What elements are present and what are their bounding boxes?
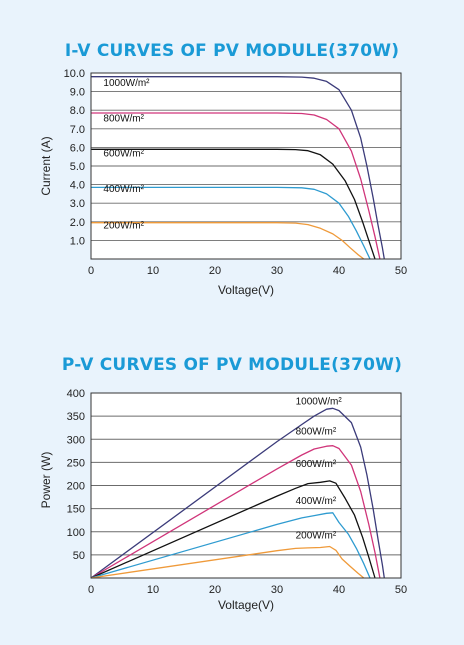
iv-series-label-4: 200W/m² (103, 220, 144, 231)
pv-x-tick-label: 30 (271, 584, 283, 596)
pv-series-line-3 (90, 512, 371, 579)
pv-series-label-4: 200W/m² (296, 531, 337, 542)
iv-y-tick-label: 2.0 (70, 217, 85, 229)
iv-y-tick-label: 9.0 (70, 87, 85, 99)
pv-x-axis-label: Voltage(V) (218, 598, 274, 612)
iv-series-label-0: 1000W/m² (103, 78, 150, 89)
iv-plot-frame (90, 72, 402, 260)
iv-chart-title: I-V CURVES OF PV MODULE(370W) (64, 41, 400, 61)
pv-y-tick-label: 300 (67, 434, 85, 446)
pv-y-tick-label: 350 (67, 411, 85, 423)
iv-series-label-2: 600W/m² (103, 149, 144, 160)
pv-series-label-2: 600W/m² (296, 459, 337, 470)
pv-chart-title: P-V CURVES OF PV MODULE(370W) (61, 355, 403, 375)
pv-y-tick-label: 400 (67, 388, 85, 400)
iv-series-label-3: 400W/m² (103, 184, 144, 195)
iv-x-tick-label: 10 (147, 265, 159, 277)
iv-x-tick-label: 30 (271, 265, 283, 277)
pv-x-tick-label: 0 (88, 584, 94, 596)
iv-y-tick-label: 1.0 (70, 235, 85, 247)
iv-y-tick-label: 7.0 (70, 124, 85, 136)
pv-y-tick-label: 250 (67, 457, 85, 469)
pv-chart: 50 100 150 200 250 300 350 400 0 10 20 30 40 50 1000W/… (39, 388, 407, 612)
iv-series-line-1 (91, 112, 381, 260)
iv-x-axis-label: Voltage(V) (218, 283, 274, 297)
pv-x-tick-label: 20 (209, 584, 221, 596)
iv-y-tick-label: 4.0 (70, 180, 85, 192)
pv-series-line-4 (90, 545, 365, 579)
pv-y-tick-label: 150 (67, 504, 85, 516)
iv-chart: 1.0 2.0 3.0 4.0 5.0 6.0 7.0 8.0 9.0 10.0 0 10 20 30 40… (39, 68, 407, 297)
pv-series-label-1: 800W/m² (296, 427, 337, 438)
pv-series-label-0: 1000W/m² (296, 397, 343, 408)
iv-x-tick-label: 40 (333, 265, 345, 277)
pv-x-tick-label: 40 (333, 584, 345, 596)
pv-y-tick-label: 50 (73, 550, 85, 562)
pv-x-tick-label: 50 (395, 584, 407, 596)
iv-x-tick-label: 0 (88, 265, 94, 277)
pv-plot-frame (90, 392, 402, 579)
iv-x-tick-label: 50 (395, 265, 407, 277)
iv-series-line-0 (91, 76, 385, 260)
pv-series-line-0 (90, 407, 385, 579)
iv-y-tick-label: 8.0 (70, 105, 85, 117)
iv-series-line-2 (91, 148, 376, 260)
pv-y-tick-label: 100 (67, 527, 85, 539)
iv-y-tick-label: 3.0 (70, 198, 85, 210)
iv-x-tick-label: 20 (209, 265, 221, 277)
iv-series-label-1: 800W/m² (103, 113, 144, 124)
iv-y-tick-label: 5.0 (70, 161, 85, 173)
pv-y-axis-label: Power (W) (39, 452, 53, 509)
pv-series-label-3: 400W/m² (296, 496, 337, 507)
iv-series-line-3 (91, 186, 371, 260)
iv-y-axis-label: Current (A) (39, 136, 53, 195)
iv-series-line-4 (91, 222, 365, 260)
iv-y-tick-label: 10.0 (64, 68, 85, 80)
pv-series-line-2 (90, 480, 376, 579)
pv-y-tick-label: 200 (67, 481, 85, 493)
pv-x-tick-label: 10 (147, 584, 159, 596)
iv-y-tick-label: 6.0 (70, 142, 85, 154)
pv-series-line-1 (90, 445, 381, 579)
